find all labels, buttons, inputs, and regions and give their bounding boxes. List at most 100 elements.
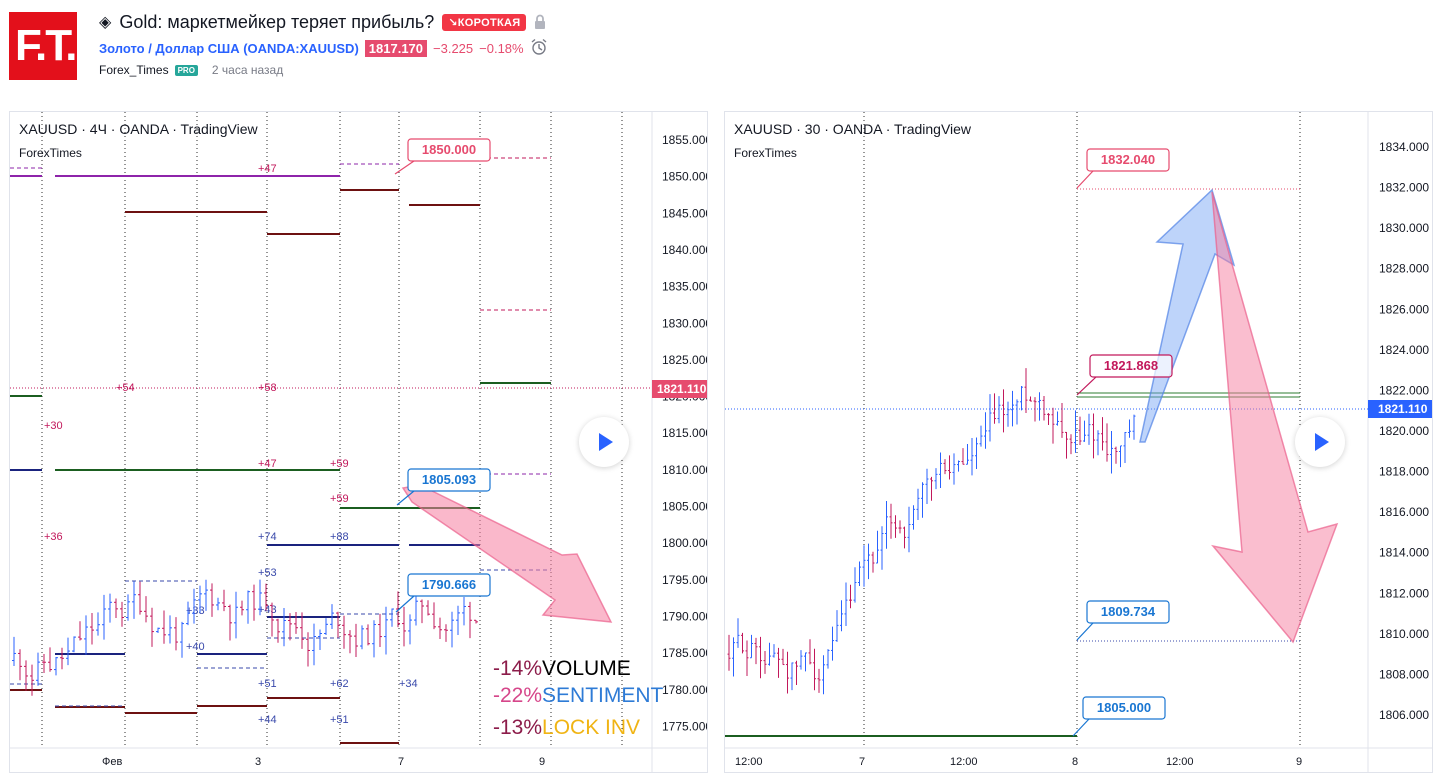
- level-label: +30: [44, 420, 63, 432]
- time-tick: 9: [1296, 756, 1302, 768]
- level-label: +59: [330, 458, 349, 470]
- idea-title: Gold: маркетмейкер теряет прибыль?: [119, 11, 435, 32]
- price-tick: 1828.000: [1379, 262, 1429, 276]
- play-button[interactable]: [579, 417, 629, 467]
- author-row: Forex_Times PRO 2 часа назад: [99, 63, 283, 77]
- forecast-arrow-down: [1211, 191, 1339, 644]
- level-label: +47: [258, 163, 277, 175]
- time-tick: 8: [1072, 756, 1078, 768]
- chart-4h[interactable]: 1855.000 1850.000 1845.000 1840.000 1835.000…: [9, 111, 708, 773]
- alarm-clock-icon[interactable]: [530, 38, 548, 59]
- forextimes-logo[interactable]: F.T.: [9, 12, 77, 80]
- current-price-label: [652, 380, 707, 398]
- play-button[interactable]: [1295, 417, 1345, 467]
- level-label: +74: [258, 531, 277, 543]
- price-tick: 1835.000: [662, 280, 708, 294]
- price-tick: 1850.000: [662, 170, 708, 184]
- price-tick: 1818.000: [1379, 465, 1429, 479]
- price-callout: [1086, 148, 1170, 172]
- time-tick: 7: [859, 756, 865, 768]
- callout-pointer: [1076, 622, 1094, 641]
- price-tick: 1806.000: [1379, 708, 1429, 722]
- price-tick: 1855.000: [662, 133, 708, 147]
- price-tick: 1816.000: [1379, 505, 1429, 519]
- diamond-icon: ◈: [99, 14, 112, 31]
- chart-title: XAUUSD · 30 · OANDA · TradingView: [734, 121, 972, 137]
- price-tick: 1845.000: [662, 206, 708, 220]
- chart-30m[interactable]: 1834.000 1832.000 1830.000 1828.000 1826.000…: [724, 111, 1433, 773]
- level-label: +44: [258, 714, 277, 726]
- level-label: +53: [258, 567, 277, 579]
- price-tick: 1780.000: [662, 683, 708, 697]
- stat-sentiment: -22%SENTIMENT: [493, 684, 664, 707]
- chart-title: XAUUSD · 4Ч · OANDA · TradingView: [19, 121, 258, 137]
- price-tick: 1810.000: [662, 463, 708, 477]
- price-tick: 1808.000: [1379, 667, 1429, 681]
- price-tick: 1795.000: [662, 573, 708, 587]
- price-tick: 1785.000: [662, 646, 708, 660]
- time-tick: Фев: [102, 756, 122, 768]
- short-badge: ↘КОРОТКАЯ: [442, 13, 527, 31]
- price-tick: 1825.000: [662, 353, 708, 367]
- price-tick: 1800.000: [662, 536, 708, 550]
- price-callout: [407, 138, 491, 162]
- price-callout: [1086, 600, 1170, 624]
- current-price-text: 1821.110: [657, 382, 707, 396]
- price-tick: 1820.000: [1379, 424, 1429, 438]
- price-tick: 1814.000: [1379, 546, 1429, 560]
- price-tick: 1790.000: [662, 610, 708, 624]
- level-label: +34: [399, 678, 418, 690]
- time-tick: 12:00: [735, 756, 763, 768]
- price-callout-label: 1850.000: [422, 142, 476, 157]
- price-callout: [1089, 354, 1173, 378]
- level-label: +40: [186, 641, 205, 653]
- price-callout: [1082, 696, 1166, 720]
- price-tick: 1812.000: [1379, 586, 1429, 600]
- time-tick: 12:00: [1166, 756, 1194, 768]
- price-callout: [407, 468, 491, 492]
- price-callout-label: 1805.093: [422, 472, 476, 487]
- price-tick: 1805.000: [662, 500, 708, 514]
- chart-30m-canvas[interactable]: 1834.000 1832.000 1830.000 1828.000 1826.000…: [725, 112, 1433, 773]
- stat-volume: -14%VOLUME: [493, 657, 631, 680]
- time-tick: 9: [539, 756, 545, 768]
- chart-subtitle: ForexTimes: [19, 146, 82, 160]
- callout-pointer: [1076, 376, 1097, 396]
- callout-pointer: [395, 595, 415, 613]
- price-tick: 1822.000: [1379, 383, 1429, 397]
- chart-subtitle: ForexTimes: [734, 146, 797, 160]
- author-link[interactable]: Forex_Times: [99, 63, 169, 77]
- price-callout-label: 1821.868: [1104, 358, 1158, 373]
- symbol-link[interactable]: Золото / Доллар США (OANDA:XAUUSD): [99, 40, 359, 56]
- level-label: +58: [258, 382, 277, 394]
- price-badge: 1817.170: [364, 39, 428, 57]
- level-label: +47: [258, 458, 277, 470]
- price-tick: 1826.000: [1379, 302, 1429, 316]
- price-callout: [407, 573, 491, 597]
- level-label: +62: [330, 678, 349, 690]
- price-tick: 1810.000: [1379, 627, 1429, 641]
- price-change: −3.225: [433, 40, 474, 56]
- chart-4h-canvas[interactable]: 1855.000 1850.000 1845.000 1840.000 1835.000…: [10, 112, 708, 773]
- lock-icon: [534, 14, 546, 30]
- price-callout-label: 1790.666: [422, 577, 476, 592]
- time-tick: 12:00: [950, 756, 978, 768]
- price-callout-label: 1832.040: [1101, 152, 1155, 167]
- level-label: +88: [330, 531, 349, 543]
- price-change-pct: −0.18%: [479, 40, 524, 56]
- price-tick: 1775.000: [662, 719, 708, 733]
- current-price-text: 1821.110: [1378, 402, 1428, 416]
- stat-lock-inv: -13%LOCK INV: [493, 716, 641, 739]
- level-label: +36: [44, 531, 63, 543]
- price-tick: 1815.000: [662, 426, 708, 440]
- price-tick: 1834.000: [1379, 140, 1429, 154]
- level-label: +54: [116, 382, 135, 394]
- callout-pointer: [1076, 170, 1094, 189]
- publish-time: 2 часа назад: [211, 63, 284, 77]
- price-callout-label: 1809.734: [1101, 604, 1156, 619]
- level-label: +33: [186, 605, 205, 617]
- title-row: ◈ Gold: маркетмейкер теряет прибыль? ↘КО…: [99, 10, 546, 34]
- price-tick: 1832.000: [1379, 181, 1429, 195]
- callout-pointer: [1072, 718, 1090, 737]
- callout-pointer: [396, 490, 415, 506]
